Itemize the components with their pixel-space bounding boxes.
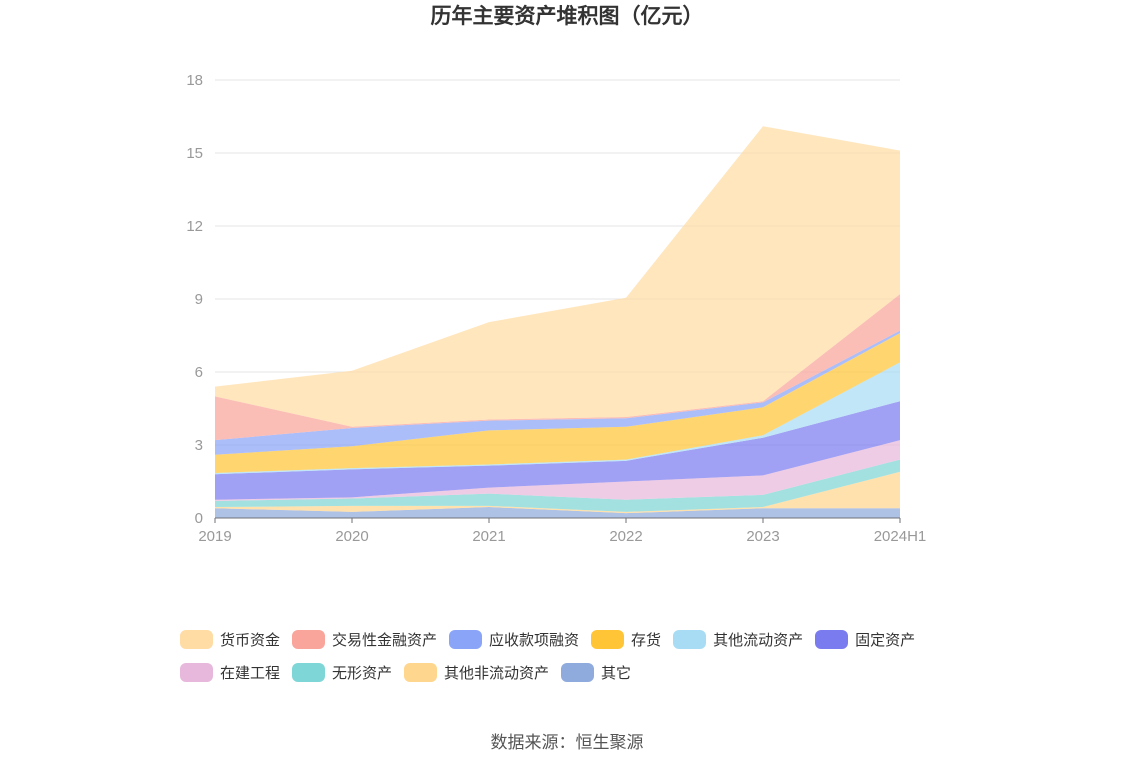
stacked-area-chart: 0 3 6 9 12 15 18 2019 2020 2021 2022 2023 2024H1	[186, 72, 927, 545]
legend-label: 应收款项融资	[489, 631, 580, 649]
x-tick-label: 2019	[198, 528, 231, 545]
x-tick-label: 2024H1	[874, 528, 927, 545]
legend-swatch	[292, 629, 326, 649]
legend-swatch	[815, 629, 849, 649]
legend-label: 无形资产	[332, 664, 393, 682]
chart-title: 历年主要资产堆积图（亿元）	[430, 5, 704, 28]
legend-item[interactable]: 固定资产	[815, 628, 915, 650]
data-source: 数据来源：恒生聚源	[490, 733, 644, 752]
area-series-1	[215, 471, 900, 514]
x-tick-label: 2021	[472, 528, 505, 545]
area-series-4	[215, 401, 900, 500]
y-tick-label: 12	[186, 218, 203, 235]
legend-item[interactable]: 其他非流动资产	[404, 661, 549, 683]
y-tick-label: 6	[195, 364, 203, 381]
legend-item[interactable]: 其他流动资产	[673, 628, 803, 650]
legend-item[interactable]: 其它	[561, 661, 631, 683]
area-series-9	[215, 126, 900, 427]
legend-item[interactable]: 货币资金	[180, 628, 280, 650]
x-tick-label: 2020	[335, 528, 368, 545]
legend-swatch	[673, 629, 707, 649]
area-series-8	[215, 294, 900, 441]
legend-label: 固定资产	[855, 631, 916, 649]
legend-label: 在建工程	[220, 664, 281, 682]
legend-label: 其他流动资产	[713, 631, 804, 649]
y-tick-label: 15	[186, 145, 203, 162]
chart-legend: 货币资金 交易性金融资产 应收款项融资 存货 其他流动资产 固定资产在建工程 无形资产 其他非…	[180, 628, 1000, 683]
area-series-2	[215, 459, 900, 512]
legend-label: 货币资金	[220, 631, 281, 649]
x-tick-label: 2023	[746, 528, 779, 545]
area-series-6	[215, 333, 900, 473]
legend-item[interactable]: 存货	[591, 628, 661, 650]
legend-swatch	[404, 662, 438, 682]
legend-label: 交易性金融资产	[332, 631, 438, 649]
legend-label: 其它	[601, 664, 632, 682]
legend-item[interactable]: 在建工程	[180, 661, 280, 683]
y-tick-label: 0	[195, 510, 203, 527]
legend-swatch	[292, 662, 326, 682]
legend-label: 其他非流动资产	[444, 664, 550, 682]
legend-label: 存货	[631, 631, 662, 649]
legend-swatch	[449, 629, 483, 649]
area-series-3	[215, 440, 900, 501]
area-series-0	[215, 507, 900, 518]
legend-item[interactable]: 无形资产	[292, 661, 392, 683]
legend-item[interactable]: 应收款项融资	[449, 628, 579, 650]
x-tick-label: 2022	[609, 528, 642, 545]
legend-swatch	[591, 629, 625, 649]
legend-swatch	[180, 629, 213, 649]
legend-swatch	[180, 662, 213, 682]
legend-item[interactable]: 交易性金融资产	[292, 628, 437, 650]
legend-swatch	[561, 662, 595, 682]
y-tick-label: 3	[195, 437, 203, 454]
y-tick-label: 18	[186, 72, 203, 89]
area-series-7	[215, 330, 900, 455]
y-tick-label: 9	[195, 291, 203, 308]
